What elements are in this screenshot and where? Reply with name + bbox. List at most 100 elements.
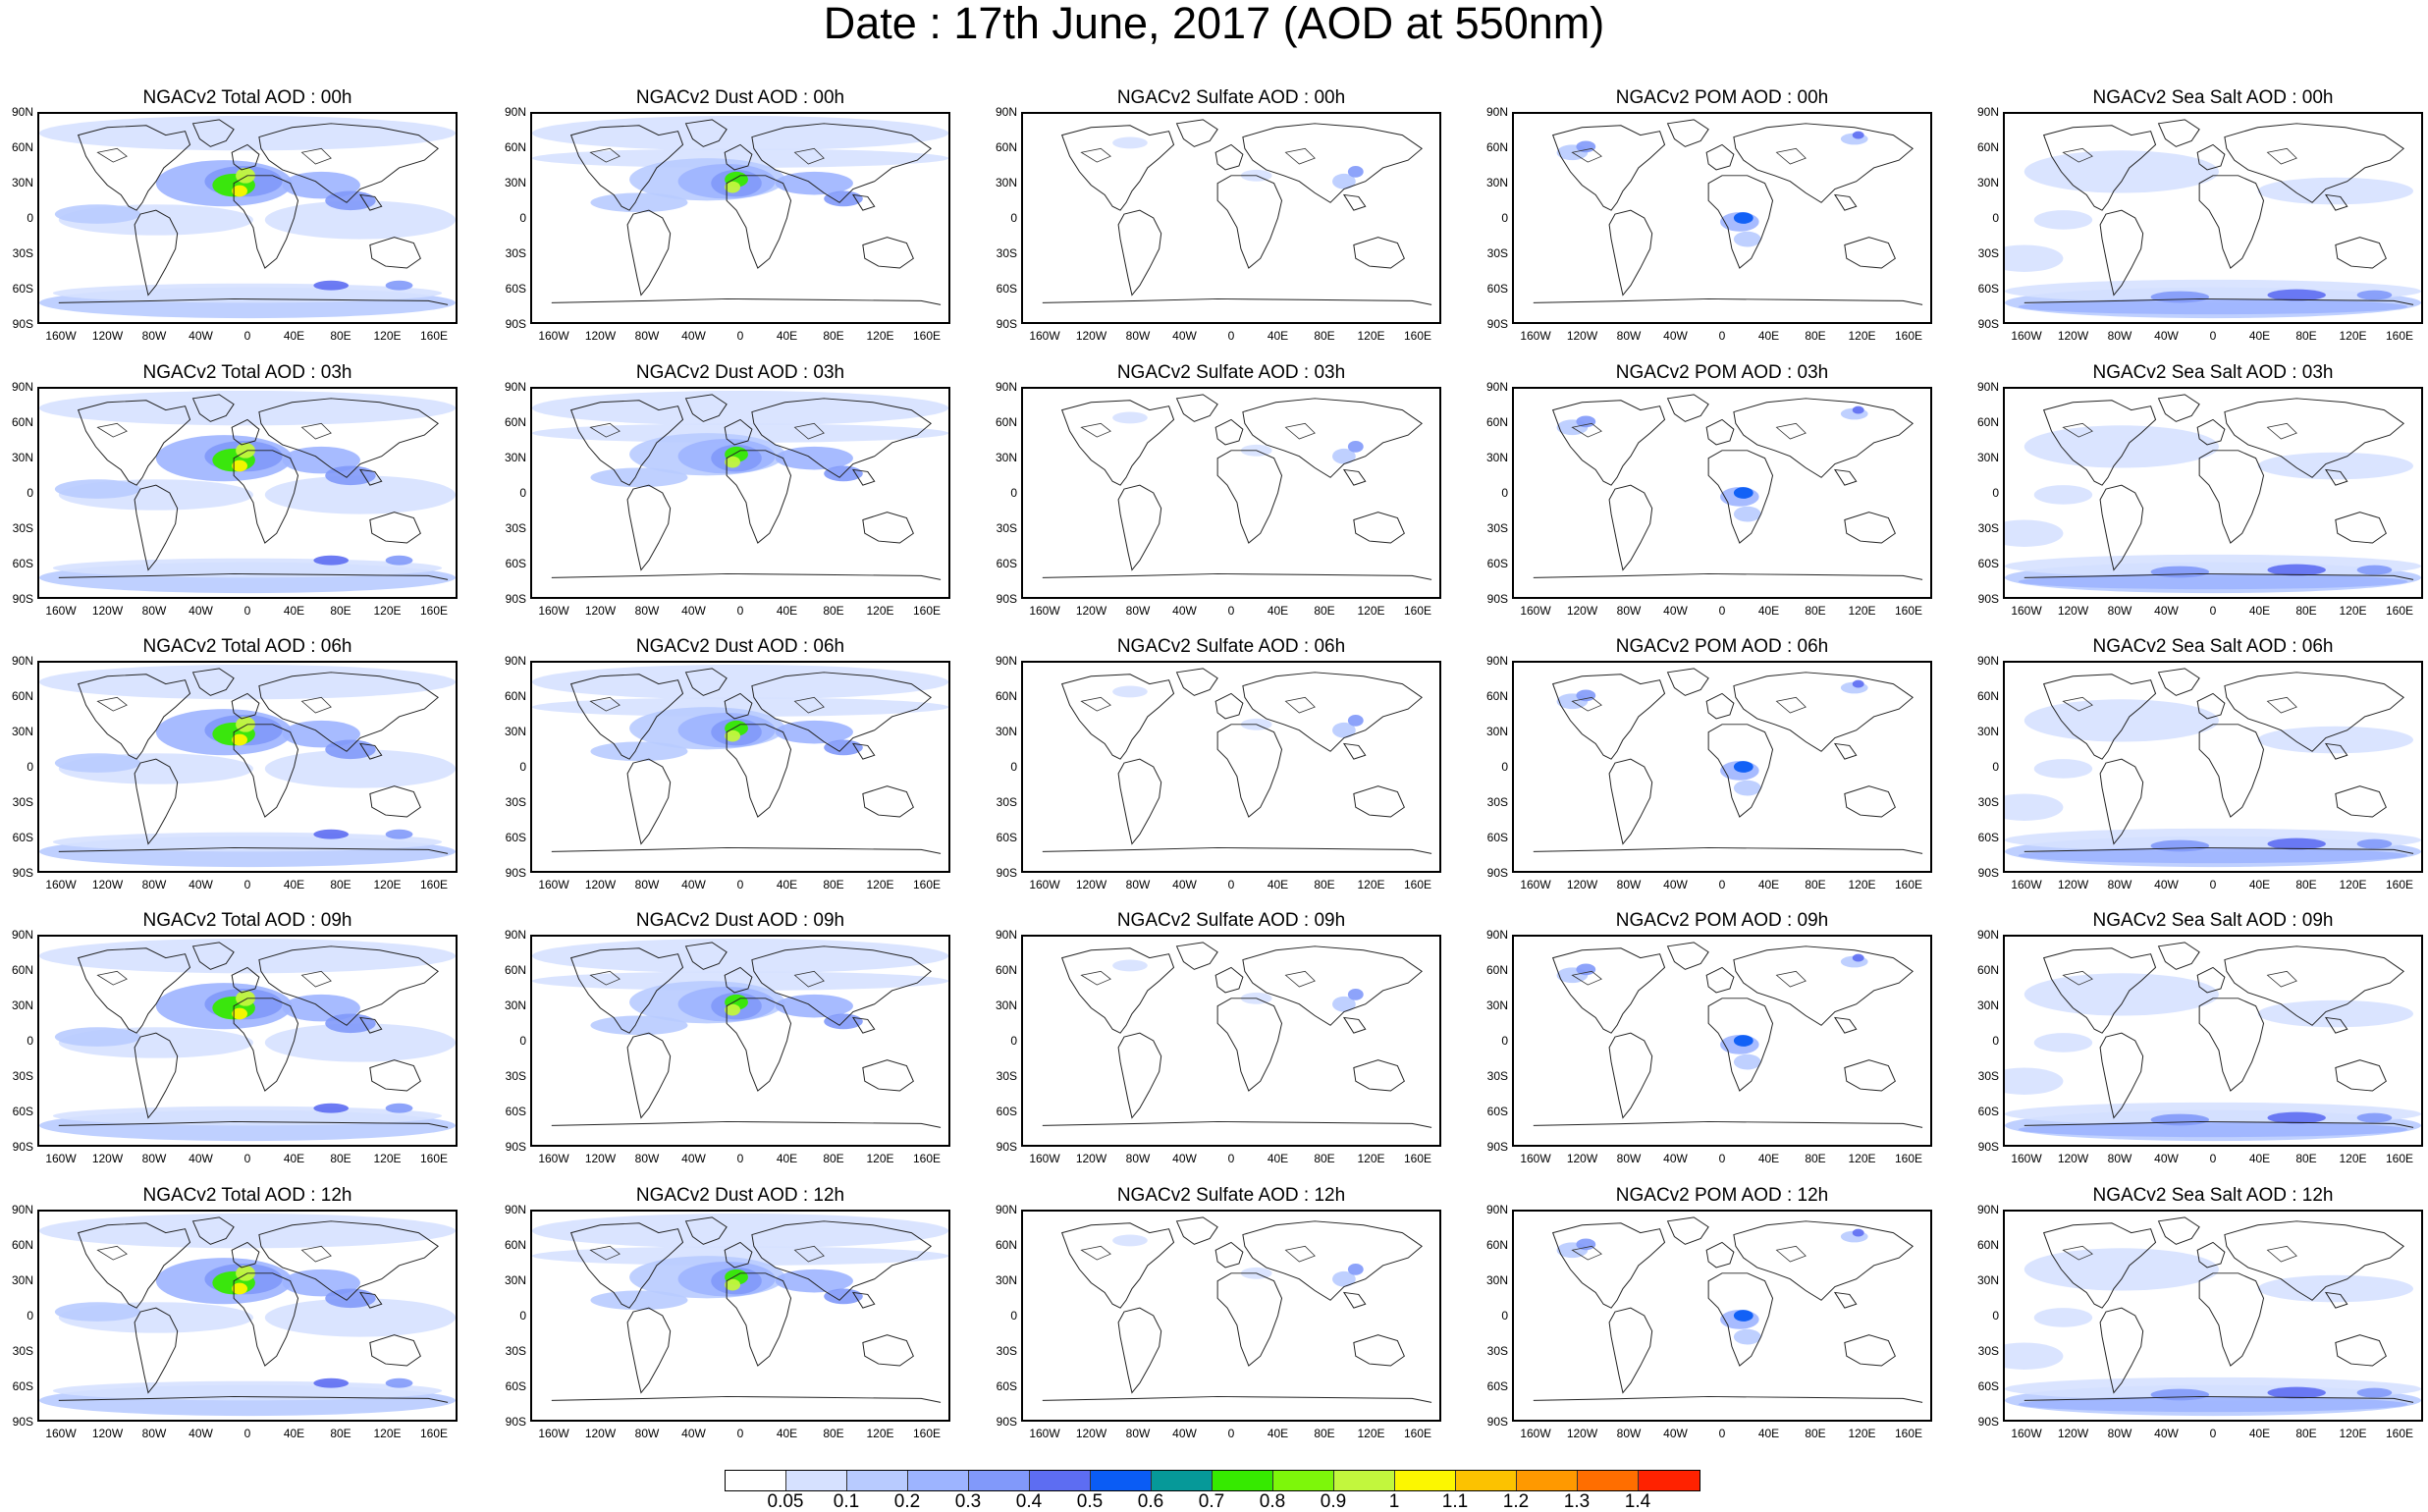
lon-tick-label: 160W: [2011, 329, 2042, 343]
lat-tick-label: 90N: [995, 928, 1017, 942]
lat-tick-label: 60S: [1977, 282, 1999, 296]
lat-tick-label: 30N: [1976, 176, 1999, 189]
aod-shading: [1852, 131, 1864, 139]
coastline: [1117, 209, 1162, 297]
panel-title: NGACv2 Sulfate AOD : 09h: [1116, 910, 1346, 931]
border-line: [1080, 1245, 1111, 1261]
lat-tick-label: 0: [1992, 211, 1999, 225]
panel-title: NGACv2 Dust AOD : 03h: [635, 362, 845, 383]
lon-tick-label: 160W: [1029, 878, 1060, 891]
aod-shading: [725, 456, 740, 468]
panel-title: NGACv2 Sulfate AOD : 06h: [1116, 636, 1346, 657]
colorbar-swatch: [1213, 1471, 1273, 1490]
lon-tick-label: 120E: [1848, 878, 1876, 891]
lat-tick-label: 90N: [1976, 380, 1999, 394]
lat-tick-label: 60N: [1976, 963, 1999, 977]
panel-title: NGACv2 Total AOD : 00h: [142, 87, 352, 108]
lat-tick-label: 0: [1992, 760, 1999, 774]
aod-shading: [725, 1278, 740, 1291]
coastline: [2335, 1059, 2387, 1092]
coastline: [1214, 418, 1244, 446]
lon-tick-label: 160W: [538, 604, 569, 618]
lat-tick-label: 90S: [505, 1415, 526, 1429]
aod-shading: [2150, 566, 2210, 578]
coastline: [1733, 672, 1914, 752]
coastline: [1707, 450, 1774, 544]
coastline: [233, 1272, 299, 1367]
aod-shading: [590, 467, 688, 488]
lon-tick-label: 80E: [330, 1427, 351, 1440]
lat-tick-label: 0: [519, 760, 526, 774]
coastline: [231, 966, 260, 994]
coastline: [1533, 297, 1923, 305]
border-line: [2266, 970, 2297, 988]
map-panel-dust-3: NGACv2 Dust AOD : 09h 90N 60N 30N 0 30S 60S 90S…: [493, 911, 988, 1176]
border-line: [2062, 970, 2093, 986]
aod-shading: [2033, 1033, 2093, 1053]
aod-shading: [532, 390, 948, 426]
lon-tick-label: 40E: [1757, 878, 1780, 891]
aod-shading: [232, 733, 247, 746]
lon-tick-label: 40E: [283, 329, 305, 343]
lat-tick-label: 60N: [504, 963, 526, 977]
lon-tick-label: 40E: [1267, 878, 1289, 891]
lat-tick-label: 90S: [1977, 317, 1999, 331]
aod-field-svg: [532, 390, 948, 580]
lat-tick-label: 30N: [11, 999, 33, 1012]
colorbar-label: 0.1: [833, 1491, 860, 1512]
lon-tick-label: 40E: [1267, 329, 1289, 343]
aod-shading: [2005, 793, 2064, 821]
coastline: [358, 742, 383, 760]
lon-tick-label: 160E: [2385, 329, 2414, 343]
lat-tick-label: 60N: [995, 1238, 1017, 1252]
lon-tick-label: 120E: [1848, 604, 1876, 618]
coastline: [2335, 785, 2387, 818]
lon-tick-label: 0: [736, 329, 744, 343]
lon-tick-label: 160W: [45, 329, 77, 343]
coastline: [58, 846, 449, 854]
coastline: [369, 1334, 421, 1367]
coastline: [1844, 512, 1896, 544]
aod-shading: [1347, 166, 1364, 178]
coastline: [1533, 1120, 1923, 1128]
lat-tick-label: 30N: [995, 176, 1017, 189]
coastline: [1242, 123, 1423, 203]
map-panel-pom-0: NGACv2 POM AOD : 00h 90N 60N 30N 0 30S 60S 90S 1…: [1475, 88, 1969, 353]
lat-tick-label: 60S: [1977, 1105, 1999, 1118]
lat-tick-label: 60S: [1977, 1379, 1999, 1393]
coastline: [851, 1016, 876, 1034]
lat-tick-label: 30S: [505, 1344, 526, 1358]
lon-tick-label: 40E: [776, 878, 798, 891]
border-line: [793, 970, 825, 988]
lon-tick-label: 120E: [1357, 604, 1385, 618]
lon-tick-label: 120W: [584, 329, 617, 343]
lon-tick-label: 160W: [45, 1427, 77, 1440]
lat-tick-label: 30S: [505, 521, 526, 535]
aod-shading: [54, 1027, 141, 1047]
lat-tick-label: 60S: [12, 557, 33, 570]
world-map: [37, 1210, 458, 1422]
lon-tick-label: 80W: [141, 1427, 167, 1440]
lon-tick-label: 160W: [538, 1152, 569, 1165]
lat-tick-label: 30N: [11, 725, 33, 738]
aod-shading: [264, 1298, 456, 1337]
lat-tick-label: 90S: [12, 1140, 33, 1154]
coastline: [77, 947, 191, 1034]
aod-shading: [39, 664, 456, 700]
coastline: [77, 400, 191, 486]
border-line: [300, 147, 332, 165]
colorbar-swatch: [1030, 1471, 1091, 1490]
lat-tick-label: 60S: [12, 831, 33, 844]
lat-tick-label: 0: [1501, 1034, 1508, 1048]
lon-tick-label: 160E: [1403, 878, 1432, 891]
world-map: [1021, 387, 1441, 599]
lat-tick-label: 60S: [1486, 1105, 1508, 1118]
lon-tick-label: 0: [1227, 878, 1235, 891]
aod-shading: [1112, 685, 1148, 698]
lon-tick-label: 80E: [1314, 878, 1335, 891]
panel-title: NGACv2 Dust AOD : 09h: [635, 910, 845, 931]
coastline: [233, 450, 299, 544]
lon-tick-label: 40E: [1757, 1427, 1780, 1440]
coastline: [2324, 1016, 2348, 1034]
coastline: [1117, 758, 1162, 845]
